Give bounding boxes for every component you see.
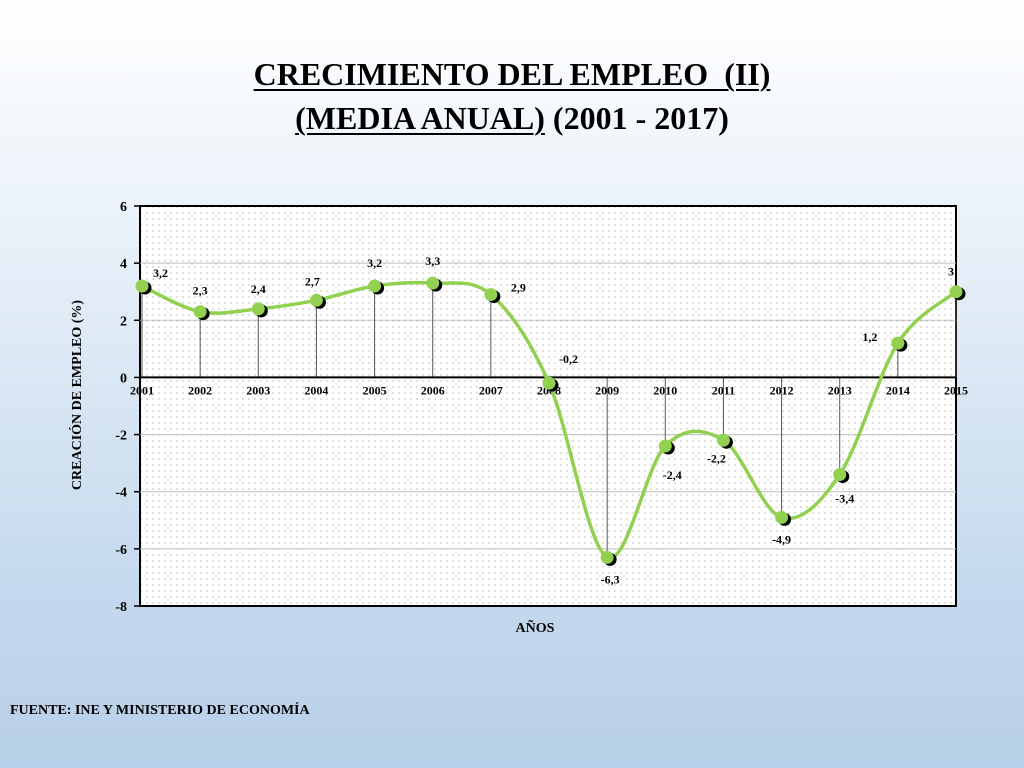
y-tick-label: 0 bbox=[120, 371, 127, 386]
y-tick-label: 4 bbox=[120, 257, 127, 272]
y-tick-label: -2 bbox=[115, 429, 127, 444]
series-markers bbox=[135, 276, 966, 566]
x-tick-label: 2011 bbox=[712, 383, 735, 397]
data-labels: 3,2 2,3 2,4 2,7 3,2 3,3 2,9 -0,2 -6,3 -2,4 -2,2 -4,… bbox=[153, 254, 954, 586]
title-line-1-text: CRECIMIENTO DEL EMPLEO (II) bbox=[253, 56, 771, 92]
data-label: -0,2 bbox=[559, 352, 578, 366]
data-point bbox=[368, 279, 382, 293]
title-line-2-underlined: (MEDIA ANUAL) bbox=[295, 100, 545, 136]
x-tick-label: 2009 bbox=[595, 383, 619, 397]
y-tick-label: 6 bbox=[120, 200, 127, 215]
data-point bbox=[949, 285, 963, 299]
x-tick-label: 2010 bbox=[653, 383, 677, 397]
data-label: 2,9 bbox=[511, 281, 526, 295]
data-point bbox=[251, 302, 265, 316]
data-label: 2,7 bbox=[305, 274, 320, 288]
x-tick-label: 2007 bbox=[479, 383, 503, 397]
x-tick-label: 2004 bbox=[304, 383, 328, 397]
title-line-2-rest: (2001 - 2017) bbox=[544, 100, 729, 136]
data-label: 3,3 bbox=[425, 254, 440, 268]
x-tick-label: 2006 bbox=[421, 383, 445, 397]
data-label: 2,3 bbox=[193, 284, 208, 298]
data-label: 1,2 bbox=[862, 330, 877, 344]
chart-title: CRECIMIENTO DEL EMPLEO (II) (MEDIA ANUAL… bbox=[0, 52, 1024, 140]
y-tick-label: -8 bbox=[115, 600, 127, 615]
data-point bbox=[193, 305, 207, 319]
plot-area bbox=[139, 205, 957, 607]
data-point bbox=[135, 279, 149, 293]
x-tick-label: 2001 bbox=[130, 383, 154, 397]
data-label: -3,4 bbox=[835, 492, 854, 506]
data-point bbox=[484, 288, 498, 302]
title-line-2: (MEDIA ANUAL) (2001 - 2017) bbox=[0, 96, 1024, 140]
data-point bbox=[891, 336, 905, 350]
y-tick-label: -4 bbox=[115, 486, 127, 501]
data-label: 3 bbox=[948, 265, 954, 279]
series-line bbox=[141, 280, 958, 560]
data-label: 2,4 bbox=[251, 282, 266, 296]
x-tick-label: 2005 bbox=[363, 383, 387, 397]
data-point bbox=[775, 510, 789, 524]
data-point bbox=[542, 376, 556, 390]
data-point bbox=[833, 468, 847, 482]
y-tick-label: -6 bbox=[115, 543, 127, 558]
title-line-1: CRECIMIENTO DEL EMPLEO (II) bbox=[0, 52, 1024, 96]
y-axis-title: CREACIÓN DE EMPLEO (%) bbox=[68, 300, 85, 491]
data-point bbox=[426, 276, 440, 290]
data-label: -4,9 bbox=[772, 532, 791, 546]
drop-lines bbox=[141, 283, 957, 558]
x-axis-title: AÑOS bbox=[516, 618, 555, 636]
x-tick-label: 2003 bbox=[246, 383, 270, 397]
x-axis-labels: 2001200220032004200520062007200820092010… bbox=[130, 383, 968, 397]
data-point bbox=[600, 550, 614, 564]
data-label: 3,2 bbox=[367, 256, 382, 270]
x-tick-label: 2014 bbox=[886, 383, 910, 397]
x-tick-label: 2013 bbox=[828, 383, 852, 397]
x-tick-label: 2015 bbox=[944, 383, 968, 397]
data-point bbox=[658, 439, 672, 453]
y-axis-ticks: -8 -6 -4 -2 0 2 4 6 bbox=[115, 200, 140, 615]
gridlines bbox=[140, 262, 956, 550]
source-note: FUENTE: INE Y MINISTERIO DE ECONOMÍA bbox=[10, 703, 310, 718]
data-label: -6,3 bbox=[601, 572, 620, 586]
y-tick-label: 2 bbox=[120, 314, 127, 329]
data-label: -2,4 bbox=[663, 468, 682, 482]
x-tick-label: 2012 bbox=[770, 383, 794, 397]
data-label: 3,2 bbox=[153, 266, 168, 280]
data-point bbox=[309, 293, 323, 307]
x-tick-label: 2002 bbox=[188, 383, 212, 397]
data-label: -2,2 bbox=[707, 451, 726, 465]
data-point bbox=[716, 433, 730, 447]
